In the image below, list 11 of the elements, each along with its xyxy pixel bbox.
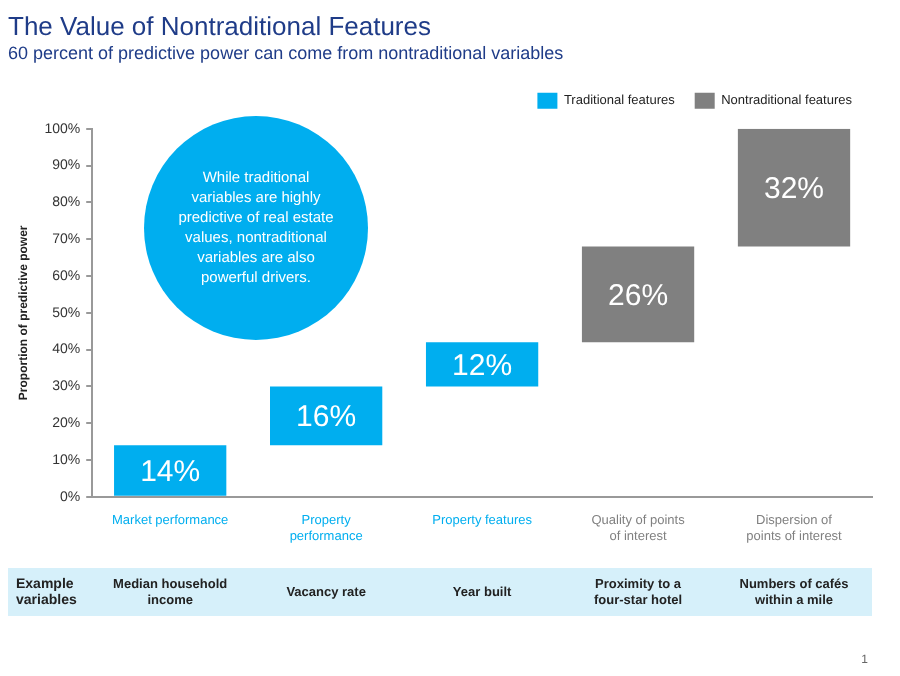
chart-subtitle: 60 percent of predictive power can come from nontraditional variables [8, 42, 565, 63]
bar [114, 445, 227, 496]
bar [581, 246, 695, 343]
data-label: 16% [296, 400, 357, 435]
chart-title: The Value of Nontraditional Features [8, 10, 432, 41]
bar [737, 128, 851, 247]
data-label: 32% [763, 171, 825, 206]
data-label: 14% [140, 455, 201, 490]
bar [270, 386, 383, 446]
data-label: 26% [608, 278, 669, 313]
data-label: 12% [452, 348, 513, 383]
